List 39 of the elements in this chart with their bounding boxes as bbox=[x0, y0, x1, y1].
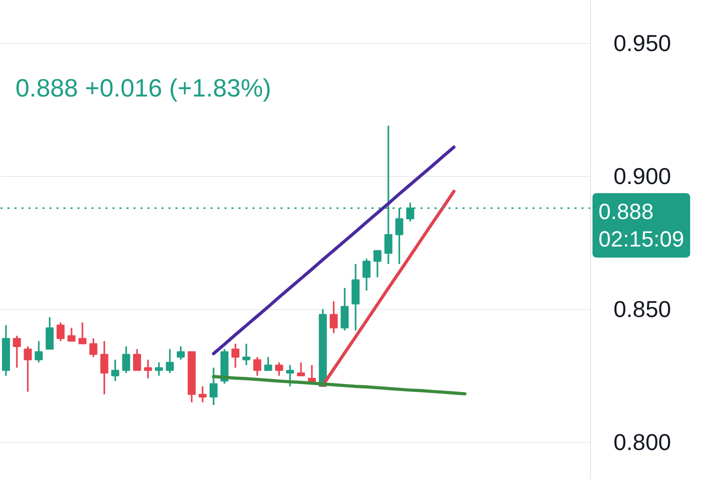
candlestick bbox=[286, 364, 294, 388]
candlestick bbox=[144, 358, 152, 380]
y-tick-label: 0.800 bbox=[614, 429, 672, 456]
candlestick bbox=[264, 356, 272, 372]
candlestick bbox=[352, 263, 360, 332]
y-tick-label: 0.900 bbox=[614, 163, 672, 190]
candlestick bbox=[46, 316, 54, 350]
candlestick bbox=[340, 287, 349, 332]
candlestick bbox=[176, 346, 185, 361]
candlestick bbox=[133, 348, 142, 372]
candlestick bbox=[210, 366, 218, 406]
candlestick bbox=[275, 362, 284, 377]
candlestick bbox=[12, 335, 21, 369]
y-tick-label: 0.950 bbox=[614, 30, 672, 56]
candlestick bbox=[242, 342, 250, 366]
text: 0.888 +0.016 (+1.83%) bbox=[16, 74, 272, 102]
candlestick bbox=[231, 342, 240, 369]
line-series bbox=[212, 146, 456, 356]
candlestick bbox=[154, 362, 163, 377]
line-series bbox=[321, 190, 456, 387]
candlestick bbox=[78, 322, 86, 345]
line-series bbox=[212, 374, 466, 396]
candlestick bbox=[362, 258, 371, 292]
candlestick bbox=[100, 340, 108, 396]
candlestick bbox=[330, 300, 338, 334]
candlestick bbox=[166, 348, 174, 374]
candlestick bbox=[68, 327, 76, 342]
candlestick bbox=[122, 346, 130, 374]
candlestick bbox=[198, 386, 207, 404]
candlestick bbox=[253, 356, 262, 377]
y-tick-label: 0.850 bbox=[614, 296, 672, 322]
candlestick bbox=[373, 250, 382, 278]
candlestick bbox=[89, 338, 98, 358]
ref-line-label: 0.888 02:15:09 bbox=[598, 199, 684, 252]
candlestick bbox=[56, 322, 65, 342]
candlestick bbox=[111, 358, 120, 382]
candlestick bbox=[34, 340, 43, 364]
candlestick bbox=[296, 362, 305, 377]
candlestick bbox=[24, 346, 32, 392]
